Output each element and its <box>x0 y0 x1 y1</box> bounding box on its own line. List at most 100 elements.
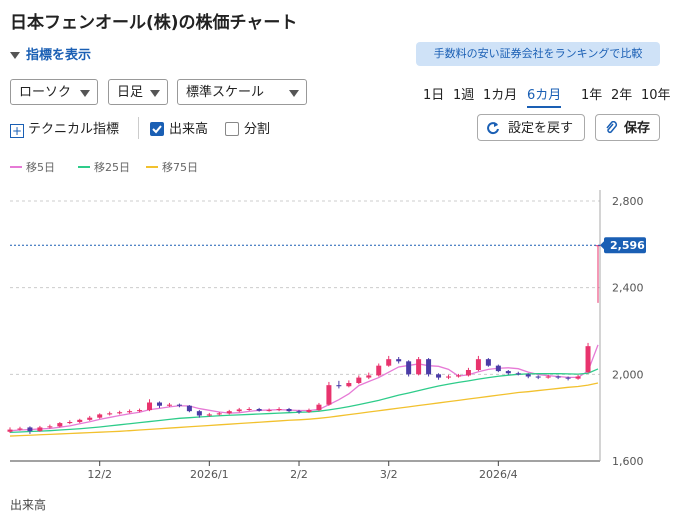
candle-body <box>296 411 302 413</box>
last-price-badge <box>604 237 646 254</box>
candle-body <box>57 423 63 427</box>
indicator-toggle[interactable]: 指標を表示 <box>10 44 91 63</box>
candle-body <box>7 429 13 432</box>
candle-body <box>27 427 33 432</box>
reset-icon <box>487 122 499 135</box>
candle-body <box>346 383 352 387</box>
candle-body <box>406 361 412 375</box>
split-checkbox[interactable]: 分割 <box>225 118 270 137</box>
candle-body <box>176 404 182 406</box>
candle-body <box>246 409 252 410</box>
promo-button[interactable]: 手数料の安い証券会社をランキングで比較 <box>416 42 660 66</box>
candle-body <box>316 404 322 411</box>
legend-label: 移5日 <box>26 160 55 174</box>
candle-body <box>475 359 481 370</box>
candle-body <box>276 409 282 411</box>
candle-body <box>97 414 103 418</box>
checkbox-label: 分割 <box>244 122 271 137</box>
candle-body <box>216 413 222 415</box>
y-tick-label: 2,400 <box>612 282 644 295</box>
candle-body <box>306 410 312 413</box>
x-tick-label: 2026/1 <box>190 468 229 481</box>
legend-label: 移25日 <box>94 160 130 174</box>
x-tick-label: 2026/4 <box>479 468 518 481</box>
candle-body <box>376 365 382 376</box>
candle-body <box>455 375 461 377</box>
candle-body <box>286 409 292 412</box>
candle-body <box>326 385 332 405</box>
period-tab[interactable]: 1年 <box>581 88 603 103</box>
technical-button[interactable]: + テクニカル指標 <box>10 118 119 138</box>
candle-body <box>426 359 432 375</box>
reset-button[interactable]: 設定を戻す <box>477 114 585 141</box>
candle-body <box>127 411 133 413</box>
button-label: 保存 <box>624 121 651 136</box>
candle-body <box>196 411 202 416</box>
candle-body <box>256 409 262 411</box>
technical-label: テクニカル指標 <box>28 122 120 137</box>
page-title: 日本フェンオール(株)の株価チャート <box>10 13 298 33</box>
ma-line <box>9 344 599 432</box>
candle-body <box>47 426 53 428</box>
select-label: 日足 <box>117 85 144 100</box>
divider <box>138 117 139 139</box>
candle-body <box>505 371 511 374</box>
y-tick-label: 2,800 <box>612 195 644 208</box>
candle-body <box>17 428 23 430</box>
period-tab[interactable]: 1日 <box>423 88 445 103</box>
candle-body <box>495 365 501 372</box>
save-button[interactable]: 保存 <box>595 114 660 141</box>
candle-body <box>535 376 541 378</box>
candle-body <box>465 370 471 376</box>
candle-body <box>226 411 232 414</box>
candle-body <box>186 405 192 412</box>
candle-body <box>396 359 402 362</box>
chart-type-select[interactable]: ローソク <box>10 79 98 105</box>
y-tick-label: 1,600 <box>612 455 644 468</box>
select-label: ローソク <box>19 85 72 100</box>
y-tick-label: 2,000 <box>612 368 644 381</box>
period-tab[interactable]: 2年 <box>611 88 633 103</box>
ma-line <box>9 368 599 434</box>
candle-body <box>67 422 73 424</box>
checkbox-label: 出来高 <box>169 122 209 137</box>
candle-body <box>156 402 162 406</box>
candle-body <box>416 359 422 375</box>
candle-body <box>166 404 172 406</box>
clip-icon <box>606 121 618 134</box>
candle-body <box>515 373 521 375</box>
candle-body <box>336 385 342 387</box>
candle-body <box>436 374 442 378</box>
candle-body <box>87 417 93 420</box>
candle-body <box>386 359 392 366</box>
candle-body <box>356 377 362 383</box>
candle-body <box>266 410 272 412</box>
checkbox <box>225 122 239 136</box>
period-tab[interactable]: 6カ月 <box>527 84 562 108</box>
period-tab[interactable]: 10年 <box>641 88 671 103</box>
candle-body <box>117 412 123 414</box>
candle-body <box>525 374 531 377</box>
plus-icon: + <box>10 124 24 138</box>
check-mark <box>152 125 162 134</box>
candle-body <box>585 346 591 373</box>
period-tab[interactable]: 1カ月 <box>483 88 518 103</box>
select-label: 標準スケール <box>186 85 265 100</box>
scale-select[interactable]: 標準スケール <box>177 79 307 105</box>
badge-pointer <box>600 240 605 251</box>
period-tab[interactable]: 1週 <box>453 88 475 103</box>
x-tick-label: 12/2 <box>87 468 112 481</box>
last-price-label: 2,596 <box>610 239 645 252</box>
volume-label: 出来高 <box>10 498 46 512</box>
candle-body <box>545 376 551 378</box>
candle-body <box>366 375 372 378</box>
x-tick-label: 2/2 <box>290 468 308 481</box>
toggle-label: 指標を表示 <box>26 48 92 63</box>
candle-body <box>107 413 113 415</box>
legend-label: 移75日 <box>162 160 198 174</box>
candle-body <box>147 402 153 411</box>
volume-checkbox[interactable]: 出来高 <box>150 118 208 137</box>
interval-select[interactable]: 日足 <box>108 79 168 105</box>
checkbox <box>150 122 164 136</box>
